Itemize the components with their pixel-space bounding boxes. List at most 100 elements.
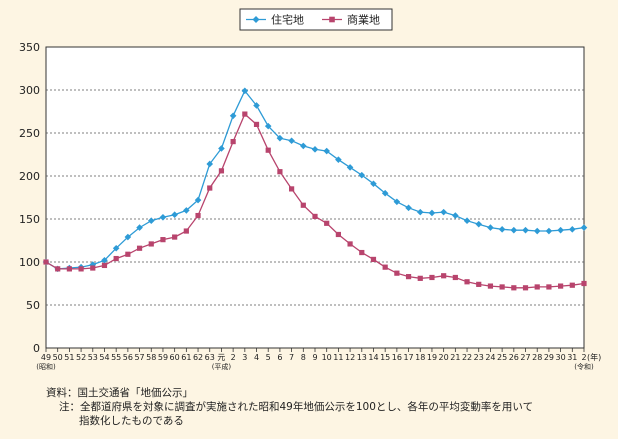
data-point [229, 112, 237, 120]
y-tick-label: 200 [19, 170, 40, 183]
data-point [476, 281, 482, 287]
y-tick-label: 300 [19, 84, 40, 97]
series-2 [43, 111, 587, 291]
note-line-1: 注：全都道府県を対象に調査が実施された昭和49年地価公示を100とし、各年の平均… [59, 401, 534, 413]
legend-box [239, 8, 393, 31]
data-point [405, 204, 412, 212]
data-point [370, 256, 377, 263]
y-axis: 0 50 100 150 200 250 300 350 [19, 41, 40, 355]
x-tick-label: 22 [462, 353, 472, 362]
x-tick-label: 5 [266, 353, 271, 362]
x-tick-label: 20 [439, 353, 449, 362]
data-point [265, 147, 271, 153]
y-tick-label: 100 [19, 256, 40, 269]
x-tick-label: 元 [217, 353, 225, 362]
x-tick-label: 9 [312, 353, 317, 362]
era-label: (昭和) [36, 362, 56, 371]
data-point [441, 273, 447, 279]
y-tick-label: 50 [26, 299, 40, 312]
x-tick-label: 56 [123, 353, 133, 362]
data-point [207, 185, 213, 191]
x-tick-label: 63 [205, 353, 215, 362]
x-tick-label: 10 [322, 353, 332, 362]
data-point [416, 208, 424, 216]
data-point [218, 145, 225, 152]
data-point [147, 217, 155, 225]
x-tick-label: 53 [88, 353, 98, 362]
data-point [511, 285, 517, 291]
x-tick-label: 61 [181, 353, 191, 362]
x-tick-label: 12 [345, 353, 355, 362]
data-point [452, 274, 458, 281]
data-point [136, 245, 143, 251]
x-tick-label: 6 [277, 353, 282, 362]
data-point [300, 142, 307, 150]
data-point [242, 111, 248, 117]
data-point [499, 284, 505, 290]
x-tick-label: 24 [485, 353, 495, 362]
data-point [428, 209, 436, 217]
data-point [276, 134, 284, 142]
series-1 [42, 87, 588, 273]
data-point [452, 212, 459, 219]
data-point [382, 264, 388, 270]
x-tick-label: 2 [581, 353, 586, 362]
source-note: 資料：国土交通省「地価公示」 [46, 387, 193, 399]
x-tick-label: 19 [427, 353, 437, 362]
data-point [195, 212, 201, 219]
note-line-2: 指数化したものである [79, 415, 184, 427]
x-tick-label: 27 [520, 353, 530, 362]
data-point [522, 226, 529, 234]
data-point [463, 217, 471, 225]
data-point [558, 283, 564, 289]
y-tick-label: 0 [33, 342, 40, 355]
x-tick-label: 31 [567, 353, 577, 362]
legend-marker [252, 16, 260, 23]
data-point [557, 226, 564, 234]
data-point [335, 156, 342, 163]
era-label: (令和) [574, 362, 594, 371]
data-point [417, 275, 423, 281]
data-point [183, 228, 189, 234]
data-point [43, 259, 49, 265]
data-point [125, 251, 131, 257]
era-label: (平成) [212, 362, 232, 371]
data-point [253, 102, 260, 109]
data-point [253, 121, 260, 127]
data-point [359, 249, 365, 256]
x-tick-label: 28 [532, 353, 542, 362]
data-point [358, 171, 366, 179]
x-tick-label: 16 [392, 353, 402, 362]
x-tick-label: 18 [415, 353, 425, 362]
data-point [498, 226, 506, 233]
data-point [475, 220, 483, 228]
data-point [112, 244, 120, 252]
data-point [55, 266, 61, 272]
x-tick-label: 7 [289, 353, 294, 362]
data-point [569, 282, 575, 288]
x-tick-label: 58 [146, 353, 156, 362]
data-point [230, 139, 236, 145]
data-point [300, 202, 306, 208]
data-point [487, 224, 494, 231]
data-point [172, 234, 178, 240]
x-tick-label: 50 [53, 353, 63, 362]
x-unit-label: (年) [587, 352, 601, 362]
x-tick-label: 52 [76, 353, 86, 362]
data-point [206, 160, 214, 168]
data-point [429, 274, 435, 281]
legend: 住宅地 商業地 [239, 8, 393, 31]
x-tick-label: 25 [497, 353, 507, 362]
data-point [510, 226, 518, 234]
data-point [160, 237, 166, 243]
x-tick-label: 55 [111, 353, 121, 362]
data-point [312, 213, 318, 220]
data-point [159, 213, 167, 221]
data-point [580, 224, 588, 231]
x-tick-label: 3 [242, 353, 247, 362]
data-point [581, 280, 587, 287]
data-point [346, 164, 354, 171]
data-point [218, 168, 225, 174]
